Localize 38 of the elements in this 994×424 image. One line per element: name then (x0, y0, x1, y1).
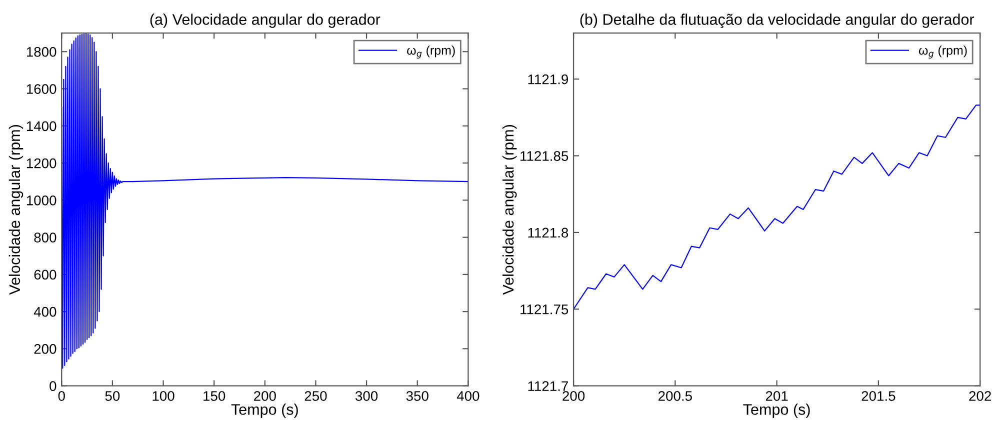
x-tick-label: 201 (766, 391, 788, 401)
chart-title: (b) Detalhe da flutuação da velocidade angular do gerador (580, 14, 974, 28)
x-tick-label: 202 (969, 391, 991, 401)
y-tick-label: 800 (34, 232, 56, 242)
y-tick-label: 1121.85 (520, 151, 568, 161)
y-tick-label: 1600 (26, 84, 56, 94)
y-tick-label: 0 (50, 381, 56, 392)
y-tick-label: 1200 (26, 158, 56, 168)
x-tick-label: 250 (304, 391, 327, 401)
y-axis-title: Velocidade angular (rpm) (502, 125, 517, 295)
x-tick-label: 200 (562, 391, 585, 401)
y-tick-label: 1121.75 (520, 304, 568, 314)
y-tick-label: 1800 (26, 46, 56, 57)
x-tick-label: 200.5 (658, 391, 692, 401)
x-tick-label: 200 (254, 391, 276, 401)
x-tick-label: 100 (152, 391, 174, 401)
y-tick-label: 1121.9 (528, 74, 568, 84)
y-tick-label: 200 (34, 344, 56, 354)
y-tick-label: 1400 (26, 121, 56, 132)
x-tick-label: 0 (58, 391, 65, 401)
line-series (574, 104, 980, 310)
x-tick-label: 150 (204, 391, 226, 401)
x-axis-title: Tempo (s) (231, 404, 298, 418)
y-tick-label: 1121.7 (528, 381, 568, 391)
y-axis-title: Velocidade angular (rpm) (8, 125, 24, 295)
x-tick-label: 350 (406, 391, 428, 401)
y-tick-label: 1121.8 (528, 228, 568, 238)
y-tick-label: 600 (34, 270, 56, 280)
chart-title: (a) Velocidade angular do gerador (150, 14, 380, 28)
x-tick-label: 300 (355, 391, 378, 401)
x-tick-label: 201.5 (862, 391, 896, 401)
x-axis-title: Tempo (s) (743, 404, 810, 418)
legend-label: ω$_{g}$ (rpm) (918, 46, 967, 58)
x-tick-label: 50 (105, 391, 120, 401)
y-tick-label: 400 (34, 306, 56, 317)
x-tick-label: 400 (456, 391, 480, 401)
legend-label: ω$_{g}$ (rpm) (407, 46, 455, 58)
y-tick-label: 1000 (26, 196, 56, 206)
